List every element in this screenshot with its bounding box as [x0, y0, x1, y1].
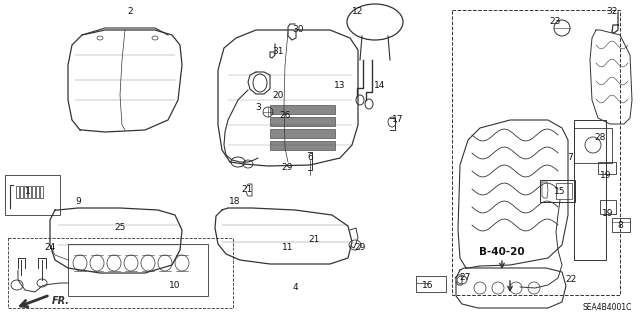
Text: 18: 18 [229, 197, 241, 206]
Text: 12: 12 [352, 8, 364, 17]
Text: 30: 30 [292, 26, 304, 34]
Bar [574, 120, 606, 260]
Bar [612, 218, 630, 232]
Bar [8, 238, 233, 308]
Text: B-40-20: B-40-20 [479, 247, 525, 257]
Bar [556, 183, 572, 199]
Text: 23: 23 [549, 18, 561, 26]
Text: 26: 26 [279, 110, 291, 120]
Bar [416, 276, 446, 292]
Text: 15: 15 [554, 188, 566, 197]
Text: 19: 19 [600, 170, 612, 180]
Text: 32: 32 [606, 8, 618, 17]
Text: 4: 4 [292, 284, 298, 293]
Bar [40, 186, 43, 198]
Bar [270, 105, 335, 114]
Text: 22: 22 [565, 276, 577, 285]
Text: 29: 29 [355, 243, 365, 253]
Bar [270, 129, 335, 138]
Text: 20: 20 [272, 91, 284, 100]
Bar [598, 162, 616, 174]
Bar [270, 141, 335, 150]
Text: 19: 19 [602, 210, 614, 219]
Text: 24: 24 [44, 243, 56, 253]
Text: 31: 31 [272, 48, 284, 56]
Text: 28: 28 [595, 133, 605, 143]
Text: 17: 17 [392, 115, 404, 124]
Text: 21: 21 [308, 235, 320, 244]
Text: 25: 25 [115, 224, 125, 233]
Text: 21: 21 [241, 186, 253, 195]
Bar [32, 186, 35, 198]
Text: 2: 2 [127, 8, 133, 17]
Text: 6: 6 [307, 153, 313, 162]
Bar [20, 186, 23, 198]
Bar [5, 175, 60, 215]
Bar [68, 244, 208, 296]
Text: 29: 29 [282, 164, 292, 173]
Text: FR.: FR. [52, 296, 70, 306]
Text: 13: 13 [334, 81, 346, 91]
Text: 8: 8 [617, 220, 623, 229]
Text: 1: 1 [25, 188, 31, 197]
Bar [36, 186, 39, 198]
Text: 3: 3 [255, 103, 261, 113]
Bar [452, 10, 620, 295]
Bar [540, 180, 575, 202]
Text: 16: 16 [422, 281, 434, 291]
Bar [24, 186, 27, 198]
Text: 11: 11 [282, 243, 294, 253]
Text: SEA4B4001C: SEA4B4001C [582, 303, 632, 312]
Text: 9: 9 [75, 197, 81, 206]
Text: 14: 14 [374, 81, 386, 91]
Text: 10: 10 [169, 280, 180, 290]
Text: 27: 27 [460, 273, 470, 283]
Bar [270, 117, 335, 126]
Bar [574, 128, 612, 163]
Bar [28, 186, 31, 198]
Bar [600, 200, 616, 214]
Bar [16, 186, 19, 198]
Text: 7: 7 [567, 153, 573, 162]
